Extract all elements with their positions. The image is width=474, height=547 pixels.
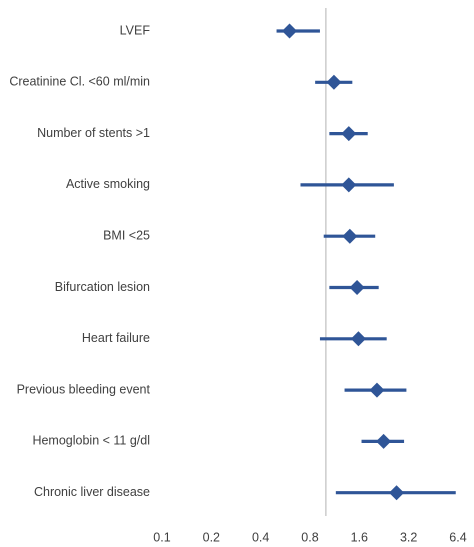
forest-row: Hemoglobin < 11 g/dl	[32, 433, 405, 449]
row-label: Previous bleeding event	[17, 382, 151, 396]
row-label: Number of stents >1	[37, 126, 150, 140]
row-label: Chronic liver disease	[34, 485, 150, 499]
point-estimate-diamond	[341, 177, 357, 193]
forest-row: LVEF	[120, 23, 320, 39]
point-estimate-diamond	[369, 382, 385, 398]
forest-row: Chronic liver disease	[34, 485, 456, 501]
point-estimate-diamond	[389, 485, 405, 501]
row-label: Hemoglobin < 11 g/dl	[32, 434, 150, 448]
x-tick-label: 6.4	[449, 530, 466, 544]
row-label: LVEF	[120, 23, 151, 37]
forest-row: Number of stents >1	[37, 126, 368, 142]
x-tick-label: 0.2	[203, 530, 220, 544]
forest-row: Heart failure	[82, 331, 387, 347]
point-estimate-diamond	[326, 74, 342, 90]
x-tick-label: 1.6	[351, 530, 368, 544]
forest-row: Creatinine Cl. <60 ml/min	[9, 74, 353, 90]
point-estimate-diamond	[342, 228, 358, 244]
row-label: Bifurcation lesion	[55, 280, 150, 294]
forest-row: Previous bleeding event	[17, 382, 407, 398]
x-tick-label: 0.1	[153, 530, 170, 544]
row-label: Heart failure	[82, 331, 150, 345]
x-tick-label: 0.8	[301, 530, 318, 544]
forest-row: Bifurcation lesion	[55, 280, 379, 295]
point-estimate-diamond	[376, 433, 392, 449]
forest-row: Active smoking	[66, 177, 394, 193]
forest-row: BMI <25	[103, 228, 376, 244]
row-label: Active smoking	[66, 177, 150, 191]
point-estimate-diamond	[341, 126, 357, 142]
point-estimate-diamond	[350, 331, 366, 347]
point-estimate-diamond	[282, 23, 298, 39]
x-tick-label: 3.2	[400, 530, 417, 544]
row-label: BMI <25	[103, 228, 150, 242]
x-tick-label: 0.4	[252, 530, 269, 544]
row-label: Creatinine Cl. <60 ml/min	[9, 75, 150, 89]
point-estimate-diamond	[349, 280, 365, 295]
